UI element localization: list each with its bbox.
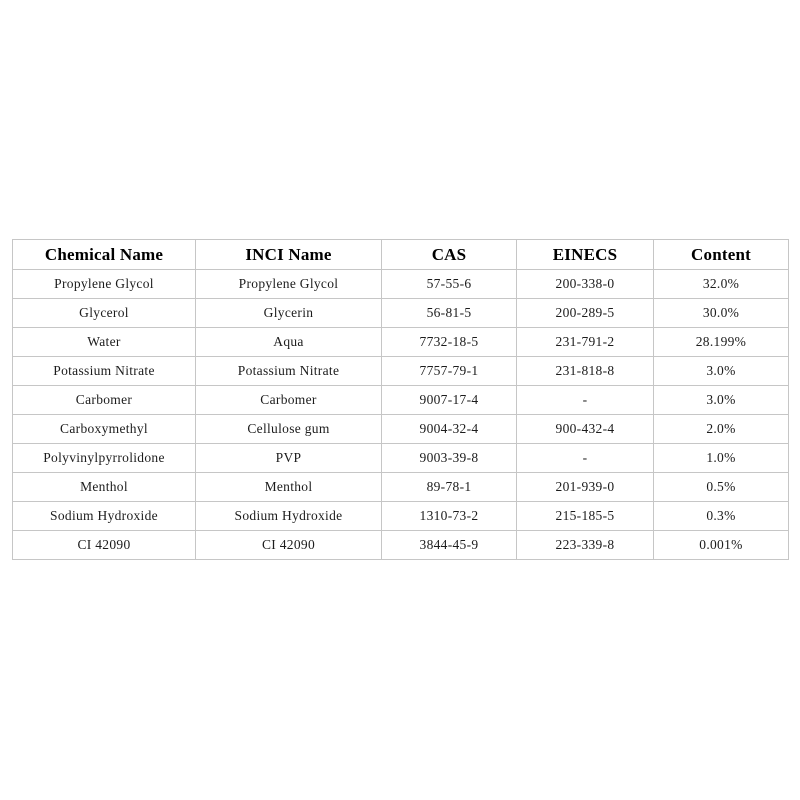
table-row: Polyvinylpyrrolidone PVP 9003-39-8 - 1.0…: [12, 443, 789, 473]
cell-chemical-name: Propylene Glycol: [12, 269, 196, 299]
table-row: Carboxymethyl Cellulose gum 9004-32-4 90…: [12, 414, 789, 444]
chemical-composition-table: Chemical Name INCI Name CAS EINECS Conte…: [12, 239, 789, 560]
cell-inci-name: PVP: [195, 443, 382, 473]
table-row: CI 42090 CI 42090 3844-45-9 223-339-8 0.…: [12, 530, 789, 560]
table-header-row: Chemical Name INCI Name CAS EINECS Conte…: [12, 239, 789, 270]
cell-inci-name: Carbomer: [195, 385, 382, 415]
cell-cas: 9003-39-8: [381, 443, 517, 473]
cell-cas: 3844-45-9: [381, 530, 517, 560]
cell-chemical-name: Carbomer: [12, 385, 196, 415]
cell-inci-name: Propylene Glycol: [195, 269, 382, 299]
cell-inci-name: CI 42090: [195, 530, 382, 560]
cell-cas: 57-55-6: [381, 269, 517, 299]
column-header-cas: CAS: [381, 239, 517, 270]
cell-chemical-name: Polyvinylpyrrolidone: [12, 443, 196, 473]
cell-chemical-name: CI 42090: [12, 530, 196, 560]
cell-einecs: 200-338-0: [516, 269, 654, 299]
cell-cas: 1310-73-2: [381, 501, 517, 531]
cell-cas: 7757-79-1: [381, 356, 517, 386]
table-row: Glycerol Glycerin 56-81-5 200-289-5 30.0…: [12, 298, 789, 328]
cell-einecs: 215-185-5: [516, 501, 654, 531]
cell-inci-name: Cellulose gum: [195, 414, 382, 444]
cell-chemical-name: Menthol: [12, 472, 196, 502]
cell-einecs: 900-432-4: [516, 414, 654, 444]
table-row: Water Aqua 7732-18-5 231-791-2 28.199%: [12, 327, 789, 357]
cell-inci-name: Glycerin: [195, 298, 382, 328]
cell-cas: 7732-18-5: [381, 327, 517, 357]
cell-einecs: 231-791-2: [516, 327, 654, 357]
cell-content: 0.3%: [653, 501, 789, 531]
cell-einecs: -: [516, 385, 654, 415]
column-header-inci-name: INCI Name: [195, 239, 382, 270]
cell-inci-name: Potassium Nitrate: [195, 356, 382, 386]
table-row: Menthol Menthol 89-78-1 201-939-0 0.5%: [12, 472, 789, 502]
cell-cas: 9007-17-4: [381, 385, 517, 415]
cell-content: 1.0%: [653, 443, 789, 473]
cell-chemical-name: Sodium Hydroxide: [12, 501, 196, 531]
cell-inci-name: Aqua: [195, 327, 382, 357]
cell-chemical-name: Carboxymethyl: [12, 414, 196, 444]
column-header-einecs: EINECS: [516, 239, 654, 270]
cell-einecs: 231-818-8: [516, 356, 654, 386]
cell-content: 30.0%: [653, 298, 789, 328]
table-row: Sodium Hydroxide Sodium Hydroxide 1310-7…: [12, 501, 789, 531]
cell-content: 3.0%: [653, 385, 789, 415]
cell-content: 0.5%: [653, 472, 789, 502]
cell-chemical-name: Potassium Nitrate: [12, 356, 196, 386]
table-row: Potassium Nitrate Potassium Nitrate 7757…: [12, 356, 789, 386]
cell-cas: 9004-32-4: [381, 414, 517, 444]
column-header-chemical-name: Chemical Name: [12, 239, 196, 270]
cell-content: 0.001%: [653, 530, 789, 560]
cell-content: 2.0%: [653, 414, 789, 444]
cell-inci-name: Menthol: [195, 472, 382, 502]
column-header-content: Content: [653, 239, 789, 270]
cell-chemical-name: Water: [12, 327, 196, 357]
cell-cas: 56-81-5: [381, 298, 517, 328]
cell-cas: 89-78-1: [381, 472, 517, 502]
table-row: Propylene Glycol Propylene Glycol 57-55-…: [12, 269, 789, 299]
cell-einecs: -: [516, 443, 654, 473]
table-row: Carbomer Carbomer 9007-17-4 - 3.0%: [12, 385, 789, 415]
cell-chemical-name: Glycerol: [12, 298, 196, 328]
cell-content: 32.0%: [653, 269, 789, 299]
cell-einecs: 200-289-5: [516, 298, 654, 328]
cell-einecs: 223-339-8: [516, 530, 654, 560]
cell-einecs: 201-939-0: [516, 472, 654, 502]
cell-content: 28.199%: [653, 327, 789, 357]
cell-inci-name: Sodium Hydroxide: [195, 501, 382, 531]
cell-content: 3.0%: [653, 356, 789, 386]
